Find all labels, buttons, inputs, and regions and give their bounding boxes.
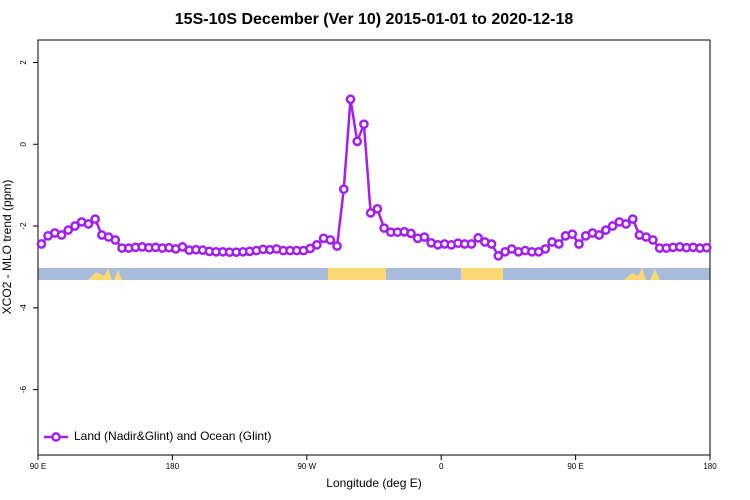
- data-point: [701, 242, 712, 253]
- data-point: [594, 230, 604, 240]
- data-point: [553, 239, 564, 249]
- x-tick-label: 180: [166, 462, 180, 471]
- data-point: [466, 239, 477, 249]
- data-point: [345, 94, 356, 105]
- data-point: [56, 230, 67, 240]
- x-tick-label: 90 E: [567, 462, 583, 471]
- legend-label: Land (Nadir&Glint) and Ocean (Glint): [74, 429, 271, 443]
- data-point: [90, 214, 100, 224]
- land-band: [88, 268, 122, 280]
- data-point: [379, 223, 389, 233]
- data-point: [359, 119, 369, 130]
- x-tick-label: 180: [703, 462, 717, 471]
- data-point: [473, 233, 484, 243]
- data-point: [63, 225, 74, 235]
- legend-marker: [51, 432, 61, 442]
- data-point: [372, 204, 383, 214]
- land-band: [624, 268, 660, 280]
- data-point: [110, 235, 121, 245]
- data-point: [540, 244, 551, 254]
- data-point: [486, 239, 497, 249]
- data-point: [365, 208, 376, 218]
- land-band: [461, 268, 503, 280]
- y-tick-label: 2: [19, 60, 28, 65]
- y-tick-label: -4: [19, 304, 28, 312]
- data-point: [627, 214, 638, 224]
- y-tick-label: 0: [19, 141, 28, 146]
- data-point: [648, 235, 658, 245]
- y-axis-label: XCO2 - MLO trend (ppm): [0, 180, 14, 315]
- data-point: [419, 232, 430, 242]
- y-tick-label: -2: [19, 222, 28, 230]
- land-ocean-strip: [38, 268, 710, 280]
- data-point: [574, 239, 584, 249]
- data-point: [493, 251, 504, 261]
- data-point: [312, 239, 322, 250]
- legend-item: Land (Nadir&Glint) and Ocean (Glint): [44, 429, 271, 443]
- data-point: [607, 221, 618, 231]
- x-tick-label: 0: [439, 462, 444, 471]
- data-point: [83, 219, 94, 229]
- y-tick-label: -6: [19, 385, 28, 393]
- x-tick-label: 90 W: [297, 462, 316, 471]
- chart-title: 15S-10S December (Ver 10) 2015-01-01 to …: [175, 11, 574, 28]
- data-point: [352, 136, 363, 147]
- data-point: [567, 229, 578, 240]
- land-band: [328, 268, 386, 280]
- data-point: [36, 239, 47, 249]
- data-point: [325, 235, 336, 245]
- x-tick-label: 90 E: [30, 462, 46, 471]
- data-point: [600, 225, 611, 235]
- data-point: [621, 219, 631, 229]
- x-axis-label: Longitude (deg E): [326, 476, 421, 490]
- data-point: [338, 184, 349, 195]
- data-point: [332, 241, 342, 251]
- data-point: [70, 221, 80, 231]
- data-point: [406, 228, 416, 239]
